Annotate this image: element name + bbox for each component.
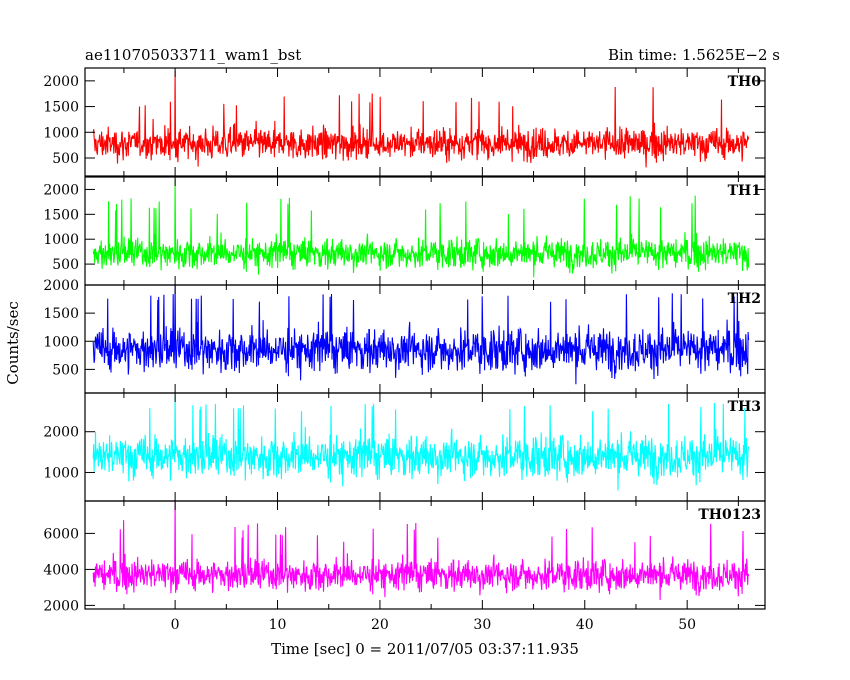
x-tick-label: 20	[371, 617, 389, 633]
y-tick-label: 1500	[43, 100, 79, 116]
series-line-th1	[92, 179, 750, 278]
panel-th2: 500 1000 1500 2000 TH2	[43, 278, 766, 394]
panel-th1: 500 1000 1500 2000 TH1	[43, 176, 766, 286]
panel-label: TH0123	[698, 507, 761, 523]
y-tick-label: 6000	[43, 526, 79, 542]
y-tick-label: 2000	[43, 182, 79, 198]
y-tick-label: 2000	[43, 278, 79, 294]
panel-label: TH3	[728, 399, 761, 415]
panel-frame	[84, 67, 766, 177]
panel-th0: 500 1000 1500 2000 TH0	[43, 67, 766, 177]
x-tick-label: 10	[269, 617, 287, 633]
y-tick-label: 1000	[43, 125, 79, 141]
y-tick-label: 500	[52, 362, 79, 378]
x-tick-label: 30	[473, 617, 491, 633]
y-tick-label: 1500	[43, 306, 79, 322]
series-line-th2	[92, 285, 750, 385]
panel-label: TH0	[728, 74, 762, 90]
y-tick-label: 1500	[43, 207, 79, 223]
series-line-th3	[92, 394, 750, 491]
y-tick-label: 1000	[43, 334, 79, 350]
panel-frame	[84, 500, 766, 610]
x-tick-label: 40	[576, 617, 594, 633]
panel-th0123: 2000 4000 6000 TH0123	[43, 500, 766, 614]
panel-label: TH1	[728, 183, 761, 199]
y-tick-label: 1000	[43, 232, 79, 248]
x-tick-label: 50	[678, 617, 696, 633]
y-tick-label: 500	[52, 151, 79, 167]
y-tick-label: 500	[52, 257, 79, 273]
chart-title: ae110705033711_wam1_bst	[85, 46, 301, 64]
y-tick-label: 4000	[43, 562, 79, 578]
x-axis-label: Time [sec] 0 = 2011/07/05 03:37:11.935	[271, 640, 579, 658]
panel-label: TH2	[728, 291, 761, 307]
x-tick-label: 0	[171, 617, 180, 633]
panel-th3: 1000 2000 TH3	[43, 392, 766, 502]
y-tick-label: 2000	[43, 425, 79, 441]
series-line-th0	[92, 70, 750, 168]
bin-time-label: Bin time: 1.5625E−2 s	[608, 46, 780, 64]
y-tick-label: 1000	[43, 465, 79, 481]
y-tick-label: 2000	[43, 74, 79, 90]
y-axis-label: Counts/sec	[4, 301, 22, 385]
series-line-th0123	[92, 501, 750, 601]
y-tick-label: 2000	[43, 598, 79, 614]
